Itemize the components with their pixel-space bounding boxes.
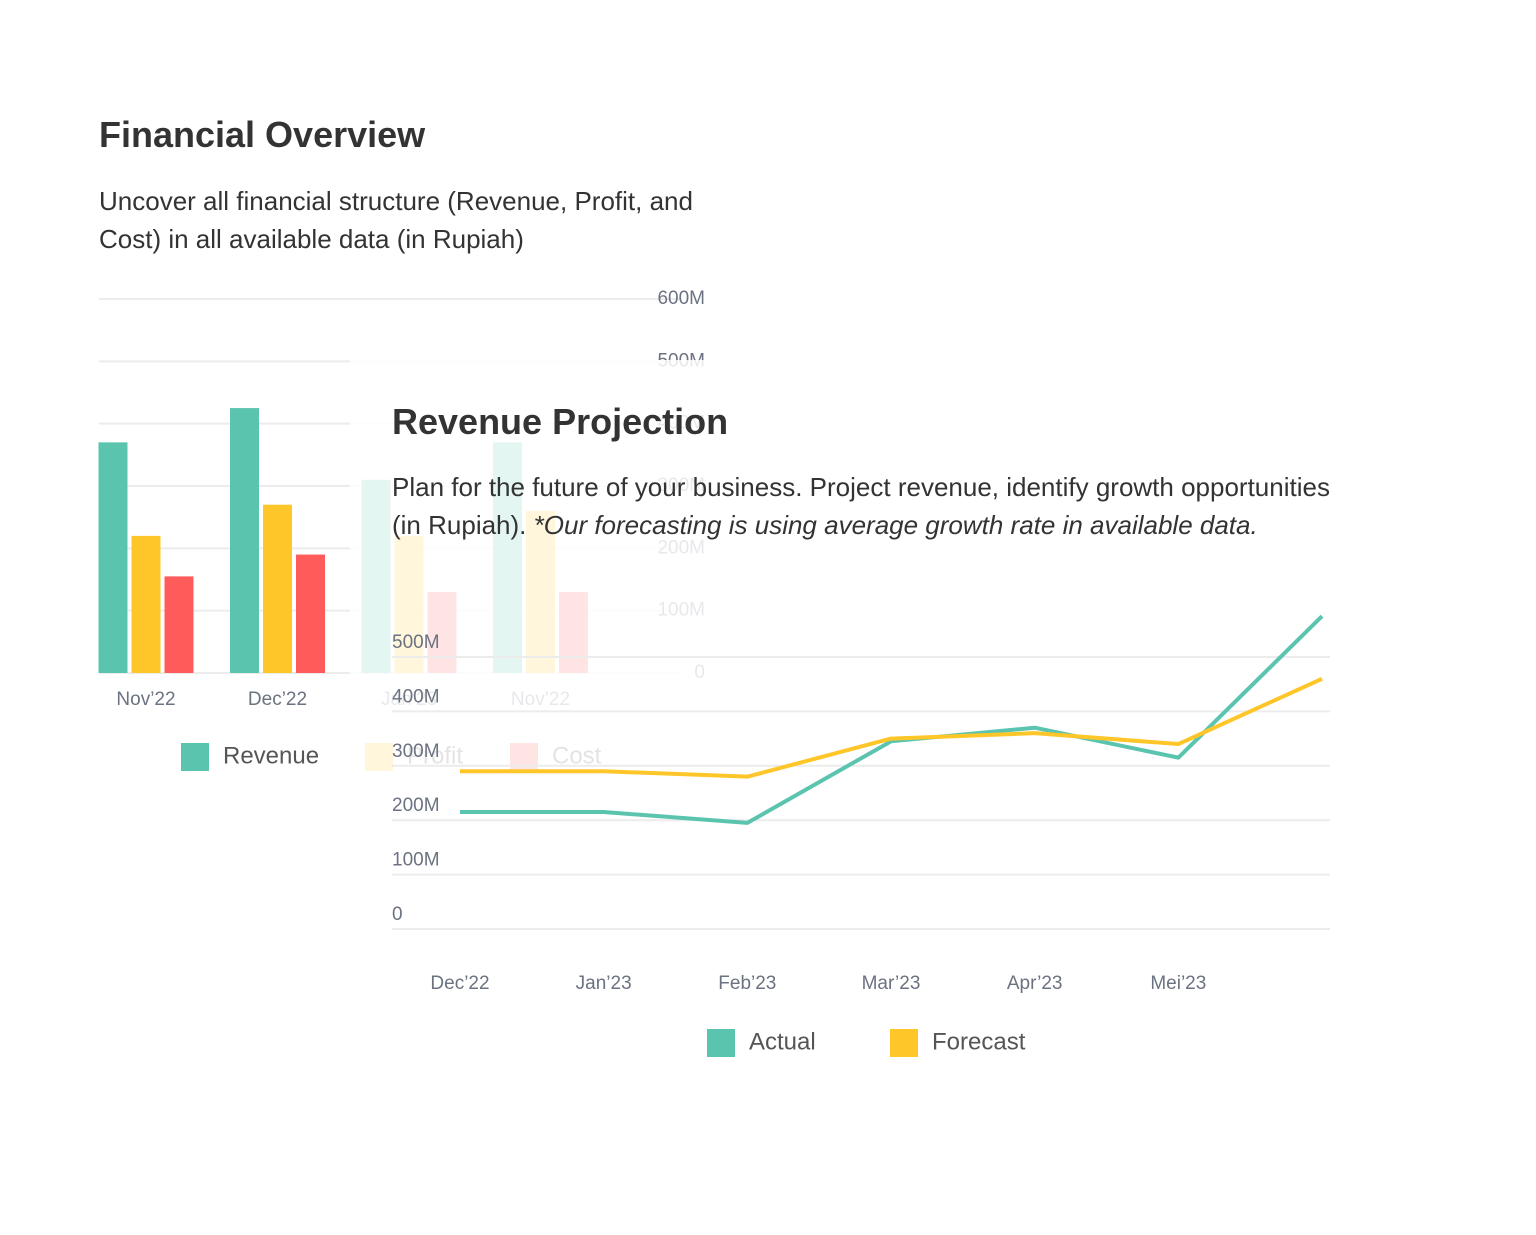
x-tick-label: Nov’22 [116, 689, 175, 710]
legend-label: Actual [749, 1028, 816, 1055]
y-tick-label: 500M [392, 632, 440, 653]
bar [98, 442, 128, 673]
y-tick-label: 600M [657, 288, 705, 309]
legend-swatch [181, 743, 209, 771]
x-tick-label: Feb’23 [718, 973, 776, 994]
line-series [460, 676, 1323, 779]
y-tick-label: 0 [392, 904, 403, 925]
line-series [460, 614, 1324, 825]
forecast-note: *Our forecasting is using average growth… [533, 510, 1258, 540]
x-tick-label: Dec’22 [248, 689, 307, 710]
x-tick-label: Mar’23 [862, 973, 921, 994]
y-tick-label: 400M [392, 686, 440, 707]
card-subtitle: Plan for the future of your business. Pr… [392, 472, 1330, 540]
legend-label: Revenue [223, 742, 319, 769]
card-title: Financial Overview [99, 114, 426, 155]
bar [131, 535, 161, 673]
x-tick-label: Jan’23 [576, 973, 632, 994]
projection-card [350, 360, 1340, 1080]
x-tick-label: Mei’23 [1150, 973, 1206, 994]
card-subtitle-block: Plan for the future of your business. Pr… [392, 468, 1337, 544]
bar [296, 554, 325, 673]
legend-swatch [707, 1029, 735, 1057]
legend-swatch [890, 1029, 918, 1057]
bar [263, 504, 292, 673]
legend-label: Forecast [932, 1028, 1026, 1055]
x-tick-label: Apr’23 [1007, 973, 1063, 994]
bar [164, 576, 194, 673]
x-tick-label: Dec’22 [430, 973, 489, 994]
y-tick-label: 200M [392, 795, 440, 816]
card-title: Revenue Projection [392, 401, 729, 442]
y-tick-label: 300M [392, 741, 440, 762]
card-subtitle: Uncover all financial structure (Revenue… [99, 186, 693, 254]
y-tick-label: 100M [392, 850, 440, 871]
bar [230, 408, 259, 673]
